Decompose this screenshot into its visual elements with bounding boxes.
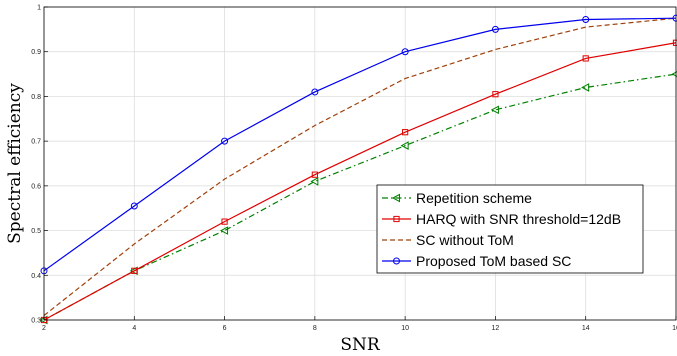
- legend-marker: [393, 215, 400, 223]
- x-tick-label: 14: [582, 325, 590, 332]
- y-tick-label: 0.8: [31, 94, 41, 101]
- legend: Repetition scheme HARQ with SNR threshold…: [376, 184, 644, 274]
- x-tick-label: 10: [401, 325, 409, 332]
- y-tick-label: 0.4: [31, 273, 41, 280]
- data-point: [221, 137, 229, 145]
- data-point: [311, 171, 318, 178]
- x-tick-label: 2: [42, 325, 46, 332]
- plot-frame: [43, 6, 677, 321]
- series-line: [43, 17, 677, 272]
- series-line: [43, 73, 677, 321]
- legend-label: HARQ with SNR threshold=12dB: [416, 211, 621, 227]
- data-point: [220, 226, 229, 235]
- legend-box: [376, 184, 644, 274]
- data-point: [130, 202, 138, 210]
- data-point: [491, 25, 499, 33]
- y-tick-label: 0.7: [31, 139, 41, 146]
- ticks: 2 4 6 8 10 12 14 16 0.3 0.4 0.5 0.6 0.7 0.8 0.9 1: [31, 5, 677, 333]
- x-tick-label: 6: [223, 325, 227, 332]
- y-tick-label: 0.9: [31, 49, 41, 56]
- data-point: [221, 218, 228, 225]
- data-point: [131, 267, 138, 274]
- data-point: [310, 177, 319, 186]
- legend-label: Repetition scheme: [416, 190, 532, 206]
- data-point: [582, 55, 589, 62]
- legend-item: HARQ with SNR threshold=12dB: [382, 211, 621, 227]
- y-tick-label: 1: [37, 5, 41, 12]
- data-point: [311, 88, 319, 96]
- legend-marker: [391, 193, 400, 203]
- data-point: [492, 91, 499, 98]
- y-axis-label: Spectral efficiency: [5, 83, 25, 244]
- legend-item: Proposed ToM based SC: [382, 253, 571, 269]
- x-tick-label: 4: [132, 325, 136, 332]
- x-tick-label: 8: [313, 325, 317, 332]
- y-tick-label: 0.5: [31, 228, 41, 235]
- legend-label: SC without ToM: [416, 232, 514, 248]
- legend-item: Repetition scheme: [382, 190, 532, 206]
- data-point: [400, 141, 409, 150]
- y-tick-label: 0.3: [31, 318, 41, 325]
- data-point: [581, 83, 590, 92]
- x-axis-label: SNR: [340, 335, 381, 355]
- legend-label: Proposed ToM based SC: [416, 253, 571, 269]
- x-tick-label: 16: [672, 325, 677, 332]
- series-layer: [39, 14, 677, 325]
- data-point: [490, 105, 499, 115]
- y-tick-label: 0.6: [31, 183, 41, 190]
- legend-marker: [393, 257, 400, 265]
- legend-item: SC without ToM: [382, 232, 514, 248]
- data-point: [401, 48, 409, 56]
- series-line: [43, 42, 677, 321]
- data-point: [582, 16, 590, 24]
- x-tick-label: 12: [492, 325, 500, 332]
- data-point: [402, 129, 409, 136]
